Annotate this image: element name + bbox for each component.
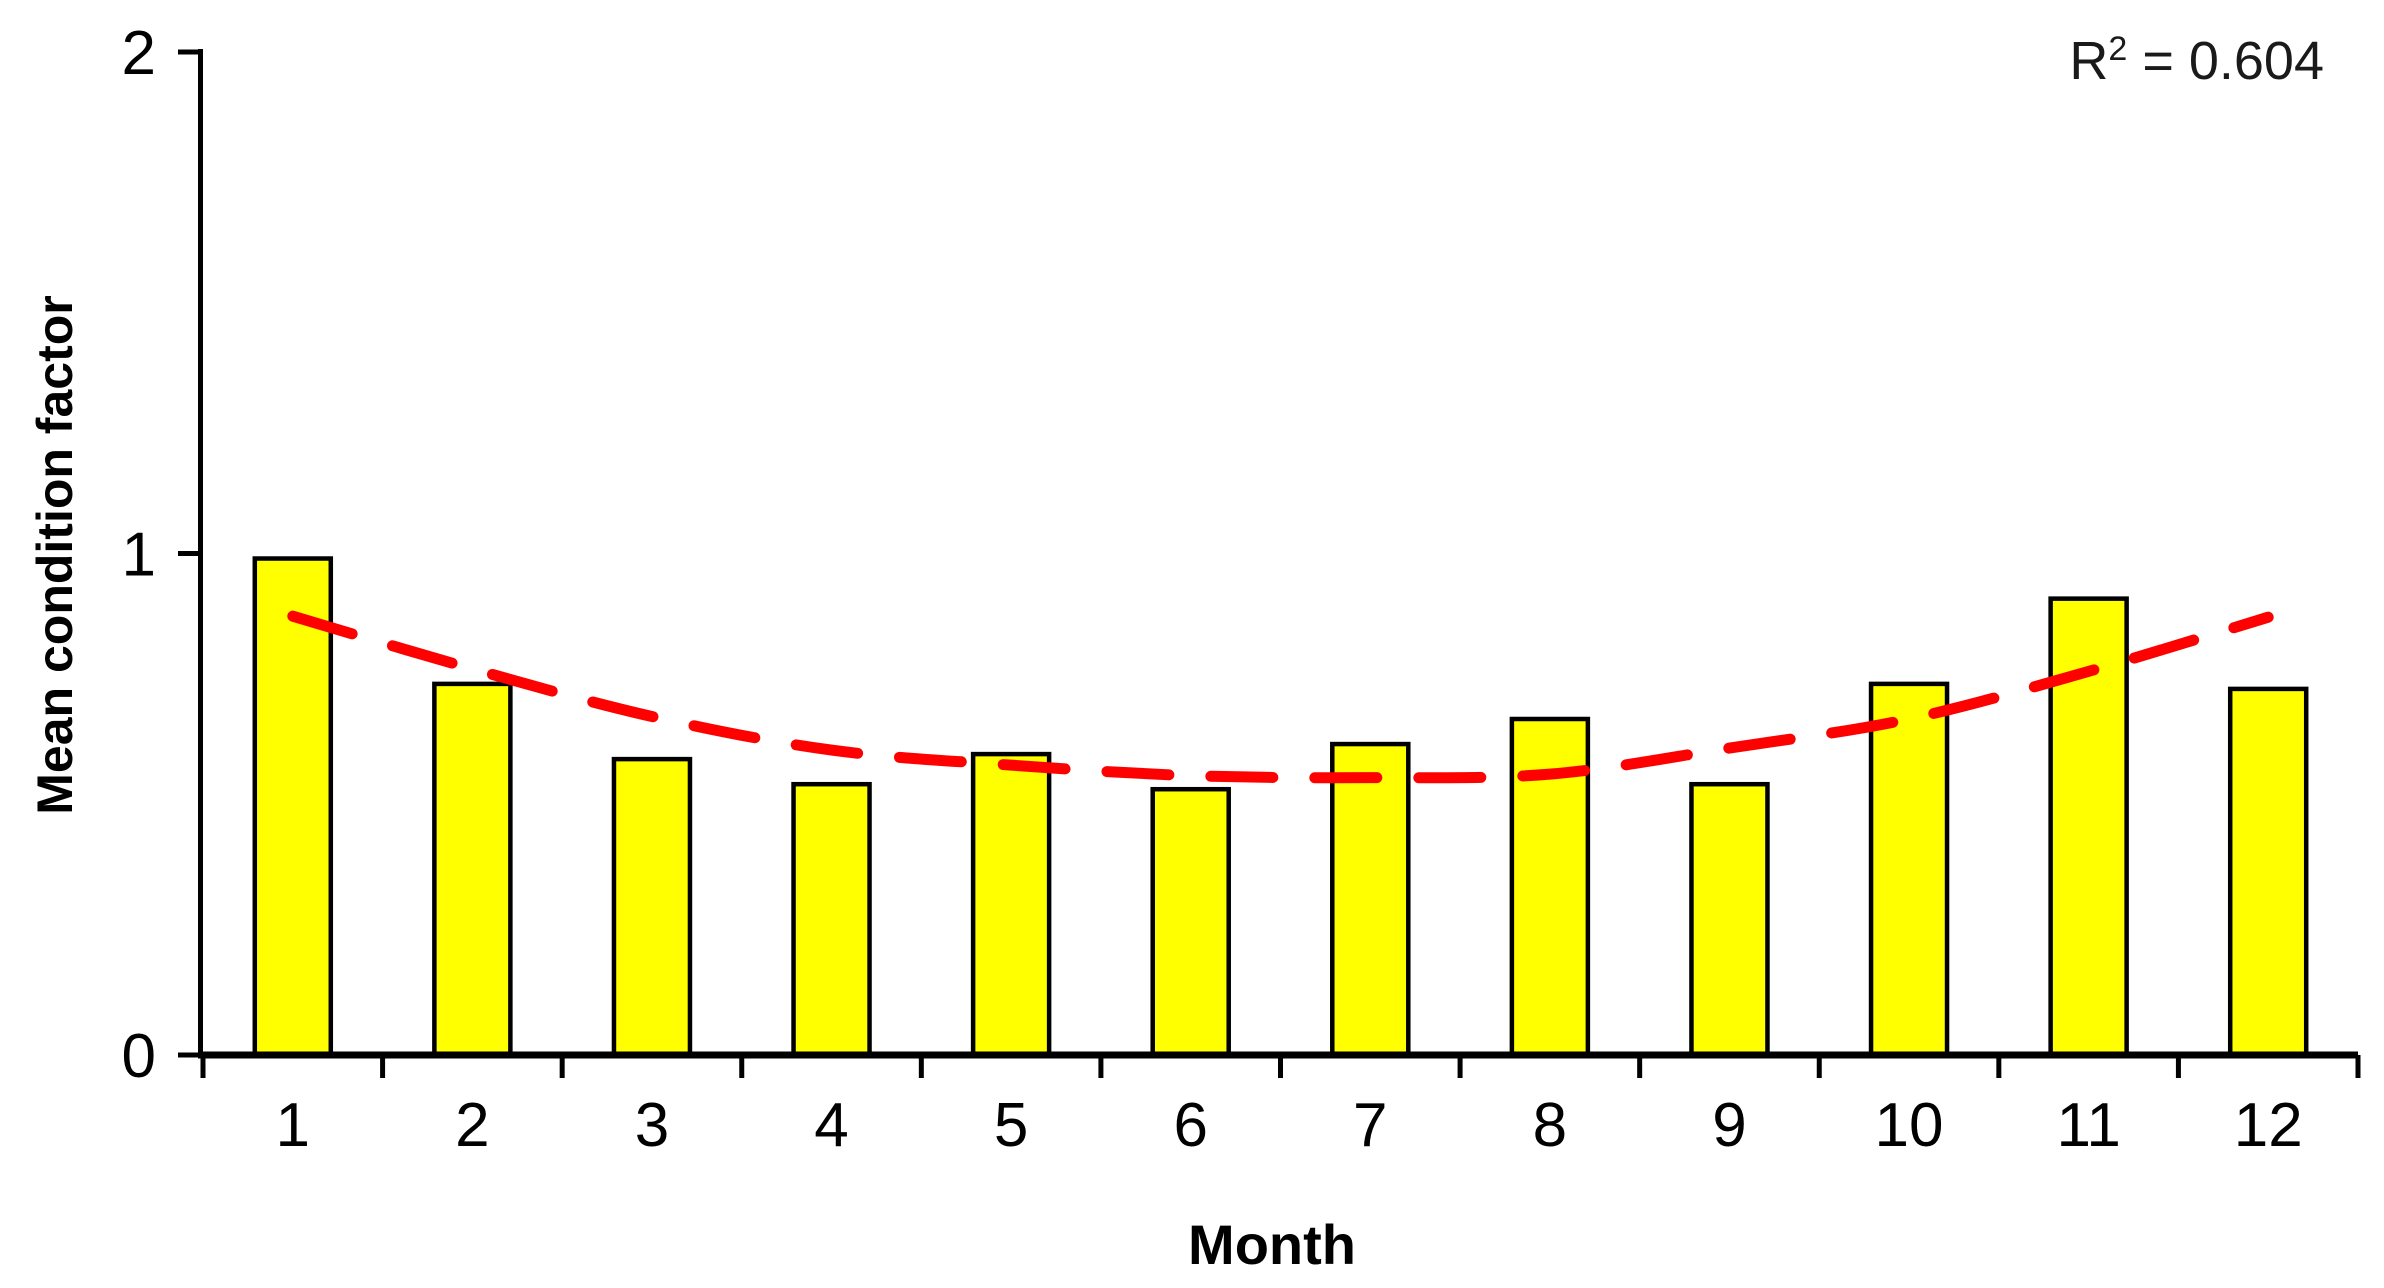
y-tick-label-0: 0 bbox=[122, 1022, 156, 1091]
x-tick-label-5: 5 bbox=[994, 1091, 1028, 1160]
x-tick-label-2: 2 bbox=[455, 1091, 489, 1160]
bar-month-3 bbox=[611, 756, 693, 1058]
y-axis-title: Mean condition factor bbox=[27, 295, 83, 815]
x-tick-label-8: 8 bbox=[1533, 1091, 1567, 1160]
bar-month-12 bbox=[2227, 686, 2309, 1058]
x-tick-label-1: 1 bbox=[276, 1091, 310, 1160]
y-tick-label-2: 2 bbox=[122, 19, 156, 88]
trendline-dashed bbox=[287, 610, 2274, 784]
bar-month-4 bbox=[791, 781, 872, 1058]
x-tick-label-6: 6 bbox=[1173, 1091, 1207, 1160]
r-squared-exponent: 2 bbox=[2108, 30, 2128, 68]
bar-month-2 bbox=[432, 681, 513, 1058]
bar-month-10 bbox=[1868, 681, 1950, 1058]
r-squared-base: R bbox=[2069, 31, 2109, 91]
bar-month-9 bbox=[1689, 781, 1770, 1058]
bar-month-5 bbox=[970, 751, 1052, 1058]
x-axis-title: Month bbox=[1188, 1213, 1356, 1276]
x-tick-label-3: 3 bbox=[635, 1091, 669, 1160]
r-squared-value: = 0.604 bbox=[2127, 31, 2324, 91]
bar-month-6 bbox=[1150, 786, 1231, 1058]
bar-month-1 bbox=[252, 556, 334, 1058]
x-tick-label-4: 4 bbox=[814, 1091, 848, 1160]
x-tick-label-7: 7 bbox=[1353, 1091, 1387, 1160]
y-tick-label-1: 1 bbox=[122, 521, 156, 590]
x-tick-label-9: 9 bbox=[1712, 1091, 1746, 1160]
x-tick-label-12: 12 bbox=[2234, 1091, 2303, 1160]
bar-month-7 bbox=[1330, 741, 1411, 1058]
x-tick-label-11: 11 bbox=[2056, 1091, 2120, 1160]
r-squared-annotation: R2 = 0.604 bbox=[2069, 30, 2324, 92]
x-tick-label-10: 10 bbox=[1875, 1091, 1944, 1160]
